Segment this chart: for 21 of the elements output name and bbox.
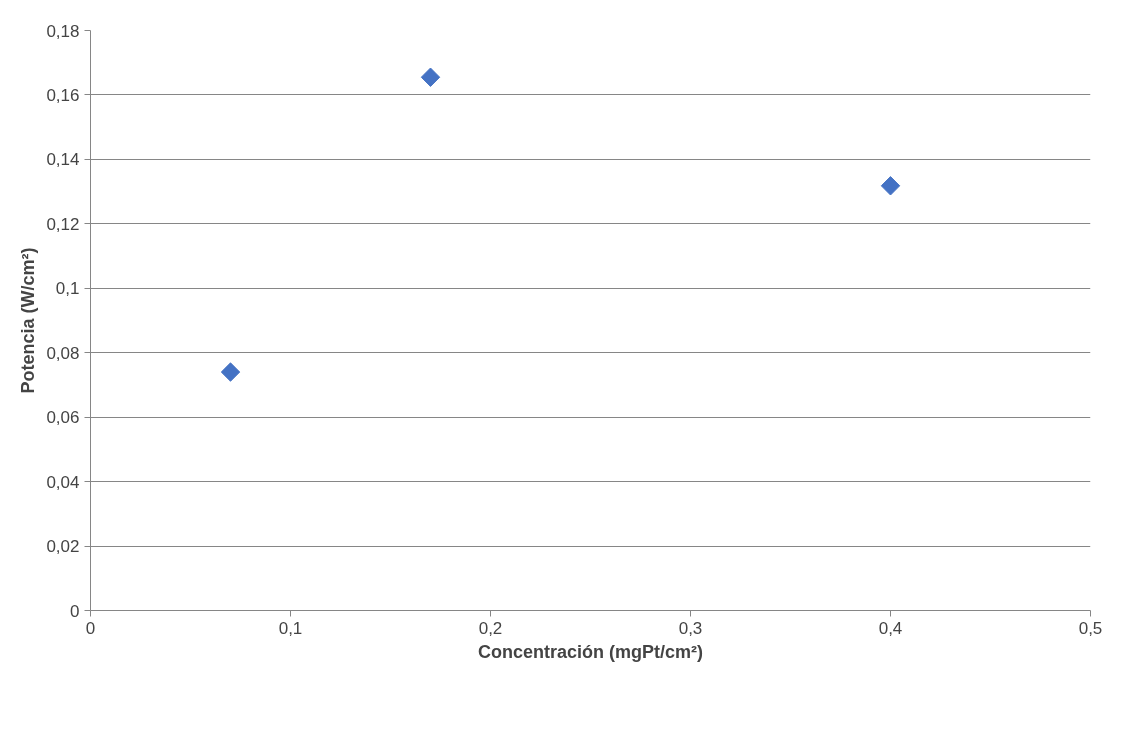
x-tick-label: 0,2 — [478, 618, 503, 638]
y-tick-label: 0,18 — [46, 21, 80, 41]
y-tick-label: 0,06 — [46, 408, 80, 428]
y-tick-label: 0,16 — [46, 85, 80, 105]
x-axis-title: Concentración (mgPt/cm²) — [477, 641, 704, 662]
y-tick-label: 0,1 — [55, 279, 80, 299]
y-tick-label: 0,04 — [46, 472, 80, 492]
x-tick-label: 0 — [85, 618, 96, 638]
x-tick-label: 0,5 — [1078, 618, 1103, 638]
y-axis-title: Potencia (W/cm²) — [18, 247, 39, 394]
x-tick-label: 0,3 — [678, 618, 703, 638]
point — [880, 176, 901, 196]
x-tick-label: 0,4 — [878, 618, 903, 638]
y-tick-label: 0,12 — [46, 214, 80, 234]
y-tick-label: 0,14 — [46, 150, 80, 170]
y-tick-label: 0,02 — [46, 537, 80, 557]
y-tick-label: 0,08 — [46, 343, 80, 363]
point — [420, 67, 441, 87]
x-tick-label: 0,1 — [278, 618, 303, 638]
point — [220, 362, 241, 382]
y-tick-label: 0 — [70, 601, 80, 621]
